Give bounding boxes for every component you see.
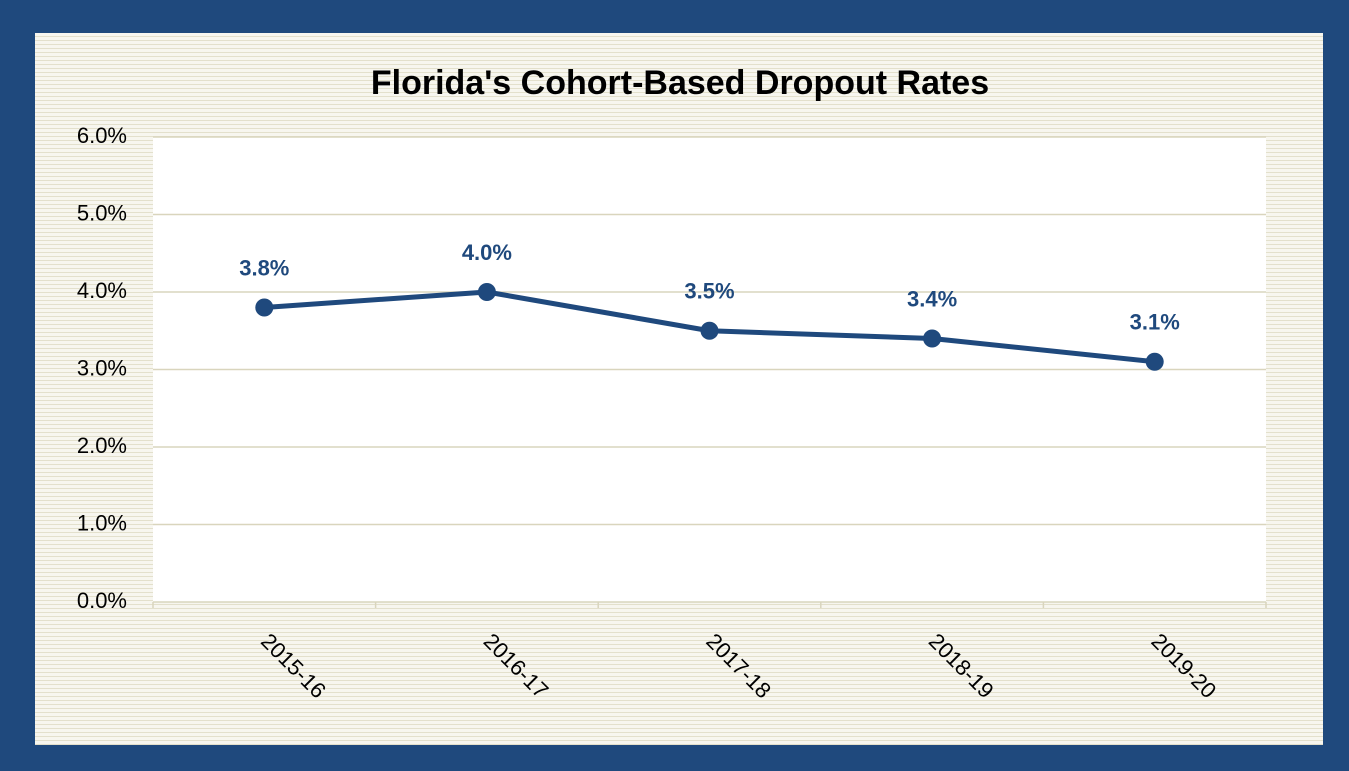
y-tick-label: 1.0% — [77, 510, 127, 535]
y-tick-label: 5.0% — [77, 200, 127, 225]
chart-title: Florida's Cohort-Based Dropout Rates — [371, 64, 989, 102]
marker — [923, 329, 942, 348]
y-tick-label: 3.0% — [77, 355, 127, 380]
marker — [1145, 352, 1164, 371]
y-tick-label: 4.0% — [77, 278, 127, 303]
y-tick-label: 2.0% — [77, 433, 127, 458]
marker — [700, 321, 719, 340]
data-label: 3.8% — [239, 255, 289, 280]
marker — [477, 283, 496, 301]
data-label: 3.5% — [684, 279, 734, 304]
data-label: 4.0% — [462, 240, 512, 265]
y-tick-label: 6.0% — [77, 123, 127, 148]
marker — [255, 298, 274, 317]
y-tick-label: 0.0% — [77, 588, 127, 613]
data-label: 3.1% — [1130, 310, 1180, 335]
data-label: 3.4% — [907, 286, 957, 311]
